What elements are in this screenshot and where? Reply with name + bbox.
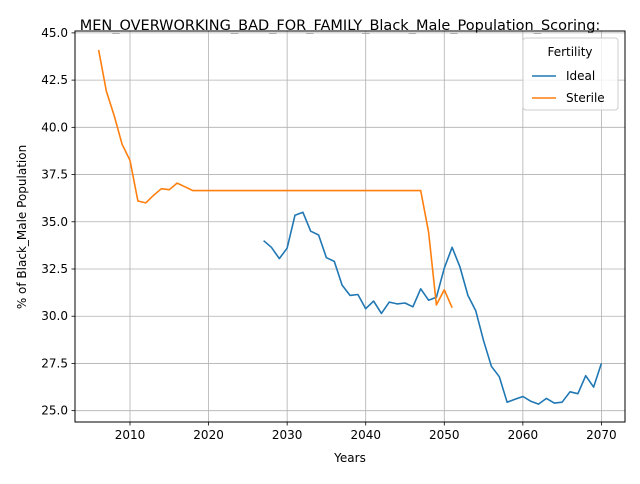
y-tick-label: 32.5 — [41, 262, 68, 276]
y-tick-label: 45.0 — [41, 26, 68, 40]
legend-label-sterile: Sterile — [566, 91, 605, 105]
chart-title: MEN_OVERWORKING_BAD_FOR_FAMILY_Black_Mal… — [80, 18, 601, 34]
y-tick-label: 42.5 — [41, 73, 68, 87]
plot-frame — [74, 30, 626, 423]
legend: Fertility Ideal Sterile — [522, 37, 619, 111]
x-tick-label: 2020 — [193, 428, 224, 442]
legend-box — [522, 37, 619, 111]
axes: 2010 2020 2030 2040 2050 2060 2070 25.0 27.5 30.0… — [41, 26, 616, 442]
x-axis-label: Years — [333, 451, 366, 465]
x-tick-label: 2070 — [586, 428, 617, 442]
x-tick-label: 2050 — [429, 428, 460, 442]
series-line-ideal — [263, 211, 603, 405]
y-tick-label: 40.0 — [41, 120, 68, 134]
y-tick-label: 25.0 — [41, 404, 68, 418]
y-tick-label: 37.5 — [41, 168, 68, 182]
legend-label-ideal: Ideal — [566, 69, 595, 83]
x-tick-label: 2030 — [272, 428, 303, 442]
y-tick-label: 35.0 — [41, 215, 68, 229]
series-line-sterile — [97, 49, 453, 309]
y-axis-label: % of Black_Male Population — [15, 145, 29, 309]
x-tick-label: 2040 — [350, 428, 381, 442]
series-lines — [97, 49, 603, 405]
x-tick-label: 2060 — [508, 428, 539, 442]
legend-title: Fertility — [547, 45, 592, 59]
legend-items: Ideal Sterile — [532, 69, 605, 105]
y-tick-label: 30.0 — [41, 309, 68, 323]
x-tick-label: 2010 — [115, 428, 146, 442]
y-tick-label: 27.5 — [41, 356, 68, 370]
